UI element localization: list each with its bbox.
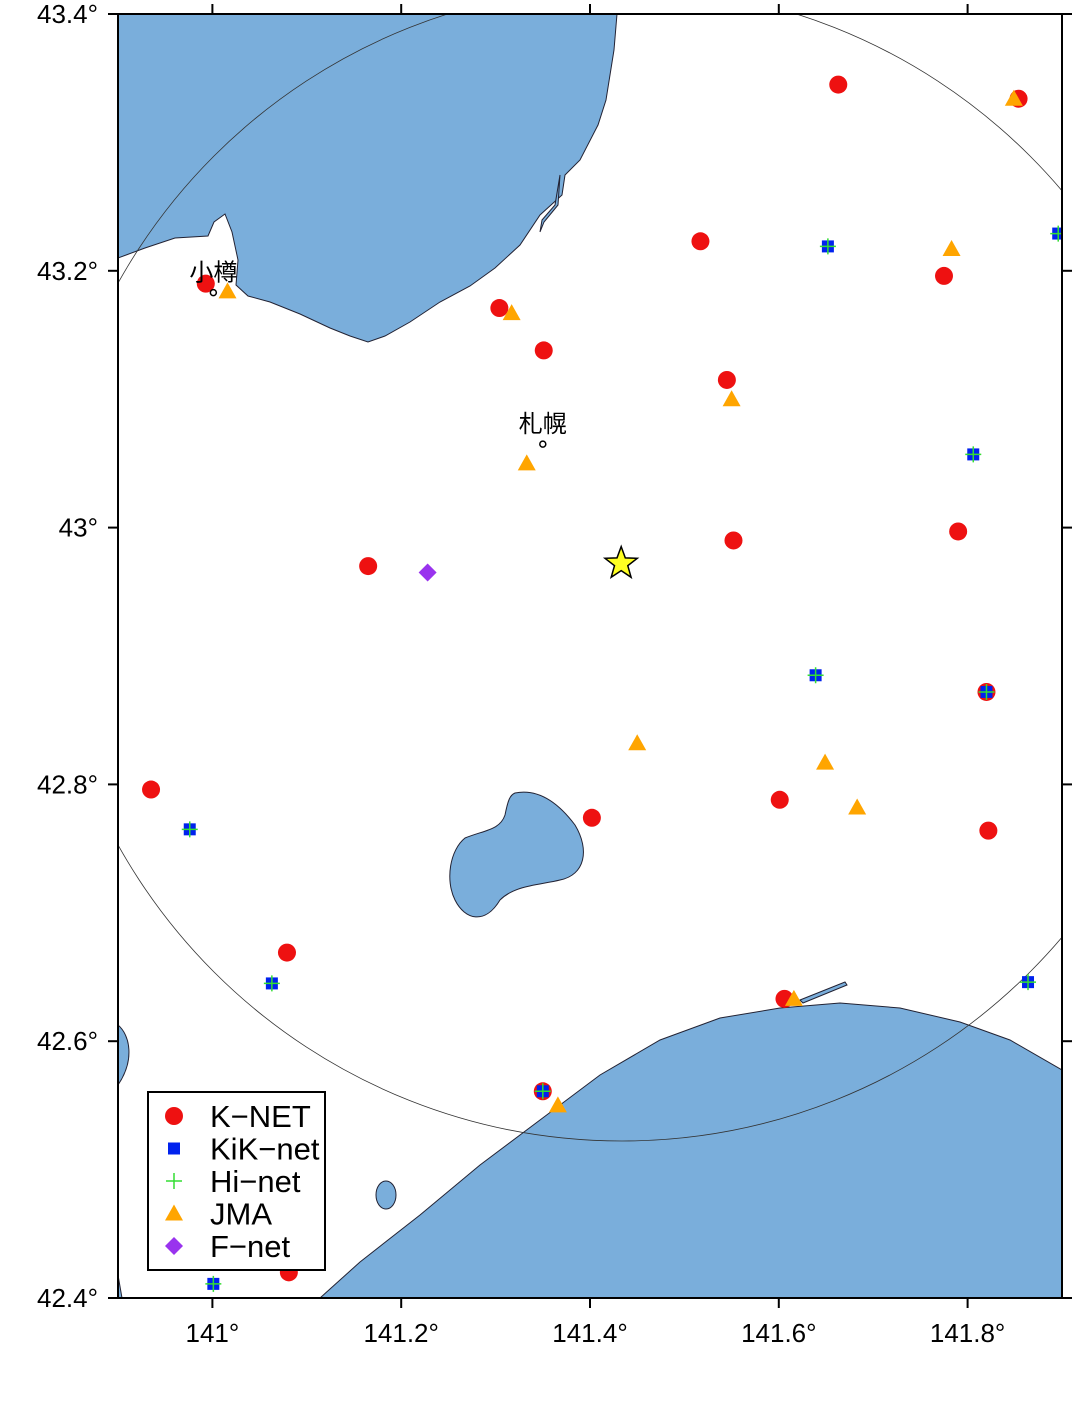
x-tick-label: 141.6° xyxy=(741,1318,816,1348)
station-triangle xyxy=(784,989,803,1006)
station-circle xyxy=(142,780,161,799)
bay xyxy=(118,14,618,343)
station-circle xyxy=(979,821,998,840)
station-diamond xyxy=(418,563,437,582)
station-circle xyxy=(691,232,710,251)
lake xyxy=(449,791,584,918)
y-tick-label: 42.8° xyxy=(37,769,98,799)
station-plus xyxy=(181,821,198,838)
station-triangle xyxy=(502,304,521,321)
station-triangle xyxy=(722,390,741,407)
axes: 141° 141.2° 141.4° 141.6° 141.8° 42.4° 42.6° 42… xyxy=(37,0,1072,1348)
ocean xyxy=(319,1002,1062,1298)
legend-label: JMA xyxy=(210,1197,272,1232)
station-triangle xyxy=(816,753,835,770)
station-circle xyxy=(717,370,736,389)
legend-label: F−net xyxy=(210,1229,291,1264)
jetty xyxy=(799,981,848,1004)
stations xyxy=(142,75,1062,1292)
station-circle xyxy=(935,266,953,285)
legend-label: Hi−net xyxy=(210,1164,301,1199)
station-circle xyxy=(582,808,601,827)
station-plus xyxy=(978,683,995,700)
station-circle xyxy=(490,299,509,318)
station-triangle xyxy=(628,734,647,751)
station-diamond xyxy=(165,1237,183,1255)
epicenter xyxy=(602,544,640,580)
station-triangle xyxy=(942,239,961,256)
station-circle xyxy=(359,557,378,576)
x-tick-label: 141.4° xyxy=(552,1318,627,1348)
station-triangle xyxy=(517,454,536,471)
water xyxy=(118,14,1062,1298)
station-plus xyxy=(205,1275,222,1292)
city-label: 札幌 xyxy=(519,410,567,438)
station-circle xyxy=(277,943,296,962)
station-circle xyxy=(949,522,968,541)
x-tick-label: 141° xyxy=(186,1318,240,1348)
station-plus xyxy=(1020,974,1037,991)
station-triangle xyxy=(165,1204,183,1221)
river xyxy=(539,174,561,233)
station-triangle xyxy=(218,282,237,299)
y-tick-label: 42.6° xyxy=(37,1026,98,1056)
station-triangle xyxy=(548,1096,567,1113)
city-dot xyxy=(539,440,547,448)
legend-label: KiK−net xyxy=(210,1132,320,1167)
station-plus xyxy=(819,238,836,255)
city-label: 小樽 xyxy=(189,259,237,287)
station-square xyxy=(168,1142,180,1155)
y-tick-label: 42.4° xyxy=(37,1283,98,1313)
station-circle xyxy=(534,341,553,360)
station-triangle xyxy=(848,798,867,815)
x-tick-label: 141.2° xyxy=(363,1318,438,1348)
x-tick-label: 141.8° xyxy=(930,1318,1005,1348)
pond xyxy=(375,1180,397,1210)
distance-circle xyxy=(118,14,1062,1142)
station-circle xyxy=(196,274,215,293)
station-circle xyxy=(165,1107,183,1125)
station-circle xyxy=(724,531,743,550)
y-tick-label: 43.2° xyxy=(37,256,98,286)
legend-label: K−NET xyxy=(210,1099,311,1134)
station-plus xyxy=(1050,225,1062,242)
y-tick-label: 43° xyxy=(59,513,98,543)
y-tick-label: 43.4° xyxy=(37,0,98,29)
station-circle xyxy=(829,75,848,94)
station-plus xyxy=(534,1083,551,1100)
station-plus xyxy=(965,446,982,463)
station-plus xyxy=(807,667,824,684)
station-circle xyxy=(770,790,789,809)
station-triangle xyxy=(1004,89,1023,106)
station-plus xyxy=(166,1173,182,1189)
city-dot xyxy=(209,288,218,297)
station-plus xyxy=(263,975,280,992)
